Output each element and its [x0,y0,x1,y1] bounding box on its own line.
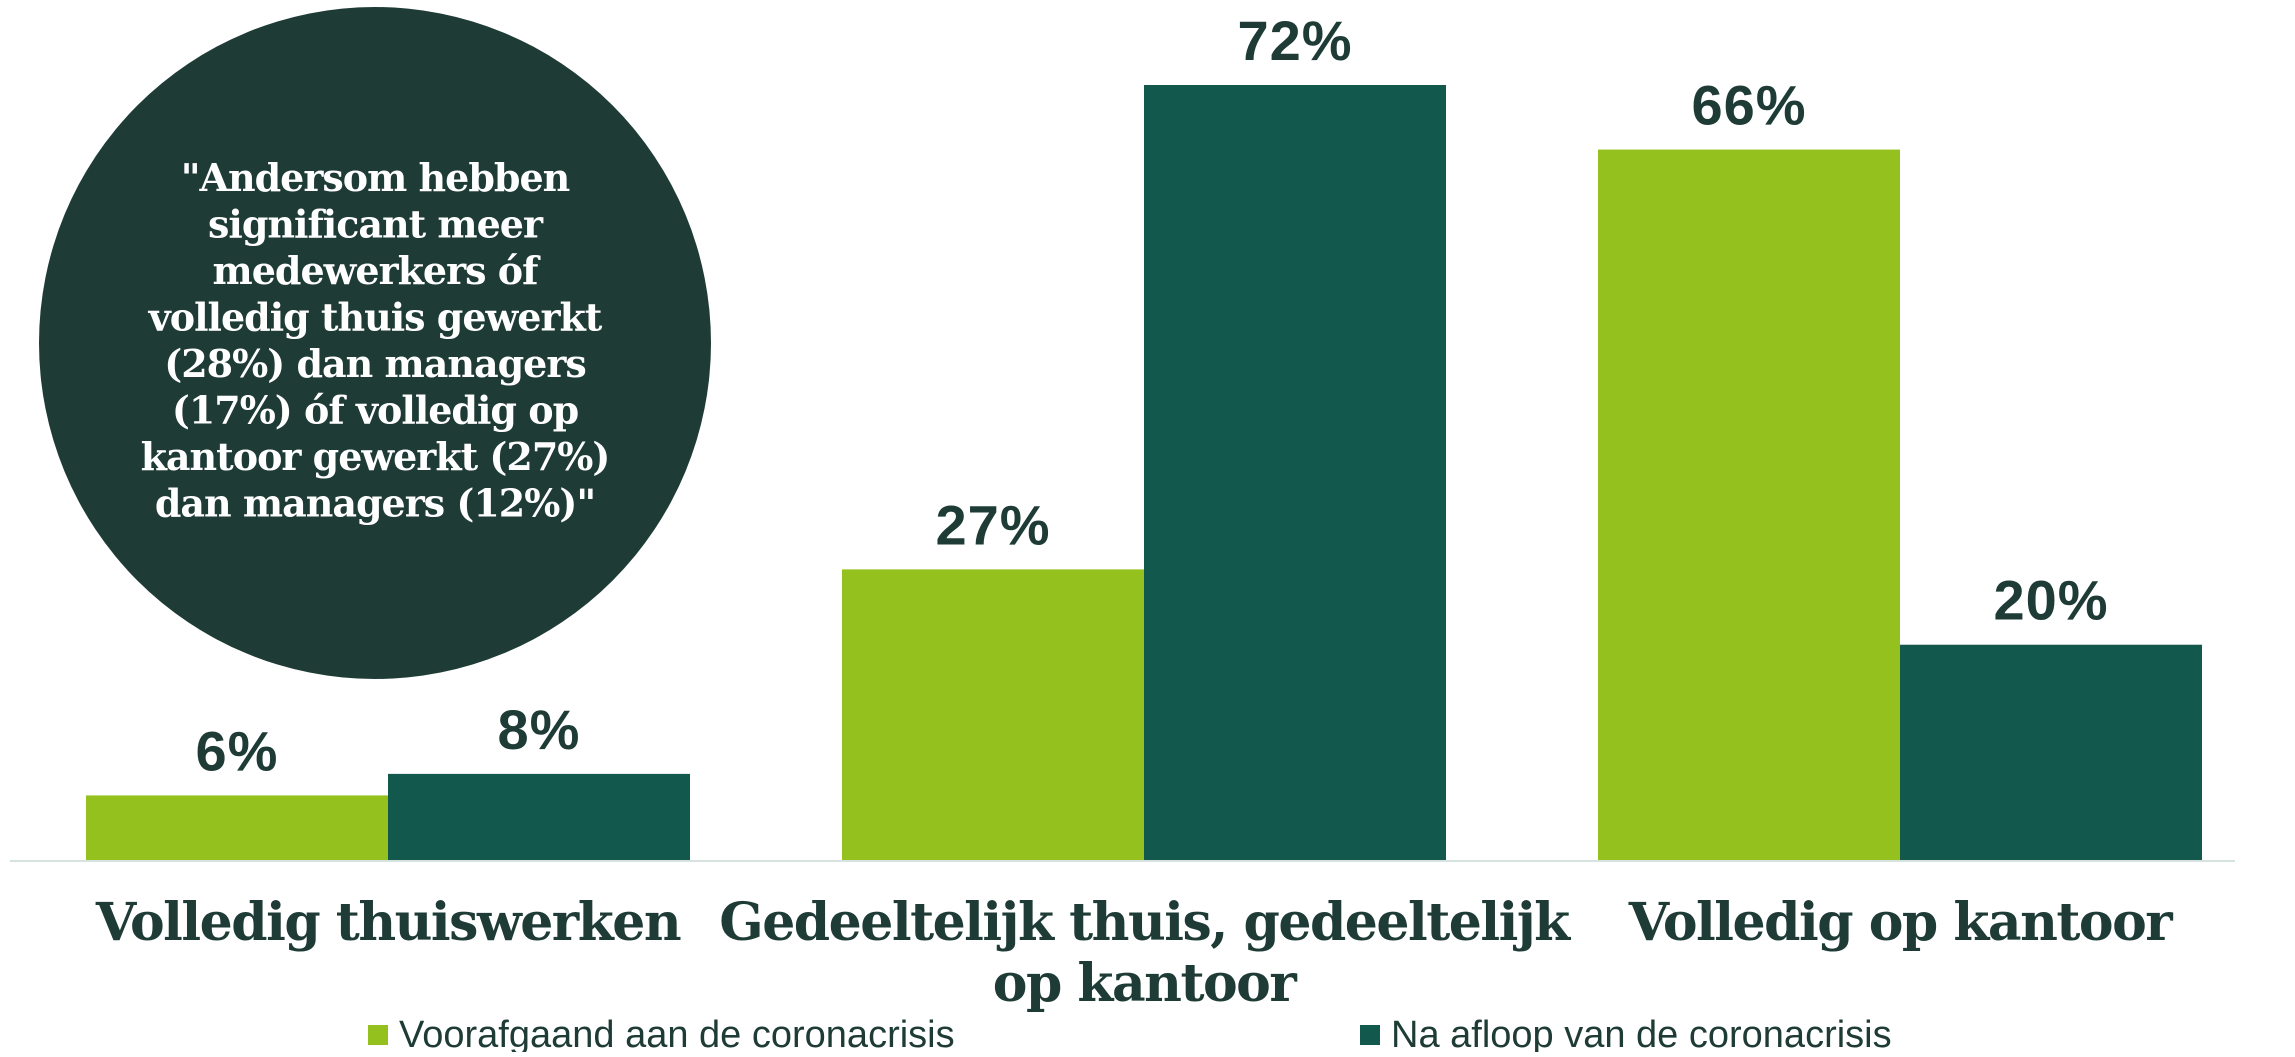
category-label: Volledig op kantoor [1628,892,2173,953]
bar-before-0 [86,795,388,860]
quote-line: "Andersom hebben [181,155,570,200]
value-label: 6% [196,719,279,782]
quote-line: (17%) óf volledig op [172,388,579,433]
value-labels: 6% 8% 27% 72% 66% 20% [196,9,2108,782]
quote-line: significant meer [208,202,544,247]
legend-label: Na afloop van de coronacrisis [1391,1014,1892,1052]
bar-after-2 [1900,644,2202,860]
value-label: 72% [1237,9,1352,72]
quote-line: dan managers (12%)" [155,481,595,526]
bar-after-0 [388,773,690,860]
value-label: 20% [1993,569,2108,632]
value-label: 8% [498,698,581,761]
category-labels: Volledig thuiswerken Gedeeltelijk thuis, … [95,892,2175,1014]
category-label: Gedeeltelijk thuis, gedeeltelijk [719,892,1571,953]
legend-swatch-after [1360,1025,1380,1045]
legend-label: Voorafgaand aan de coronacrisis [399,1014,955,1052]
value-label: 66% [1691,74,1806,137]
bar-after-1 [1144,85,1446,860]
quote-line: (28%) dan managers [164,341,585,386]
category-label: Volledig thuiswerken [95,892,681,953]
quote-line: volledig thuis gewerkt [148,295,603,340]
value-label: 27% [935,493,1050,556]
legend: Voorafgaand aan de coronacrisis Na afloop… [368,1014,1892,1056]
category-label: op kantoor [993,953,1298,1014]
quote-line: medewerkers óf [213,248,542,293]
quote-circle [39,7,711,679]
bars [86,85,2202,861]
bar-before-2 [1598,149,1900,861]
legend-swatch-before [368,1025,388,1045]
bar-before-1 [842,569,1144,860]
quote-line: kantoor gewerkt (27%) [141,434,610,479]
